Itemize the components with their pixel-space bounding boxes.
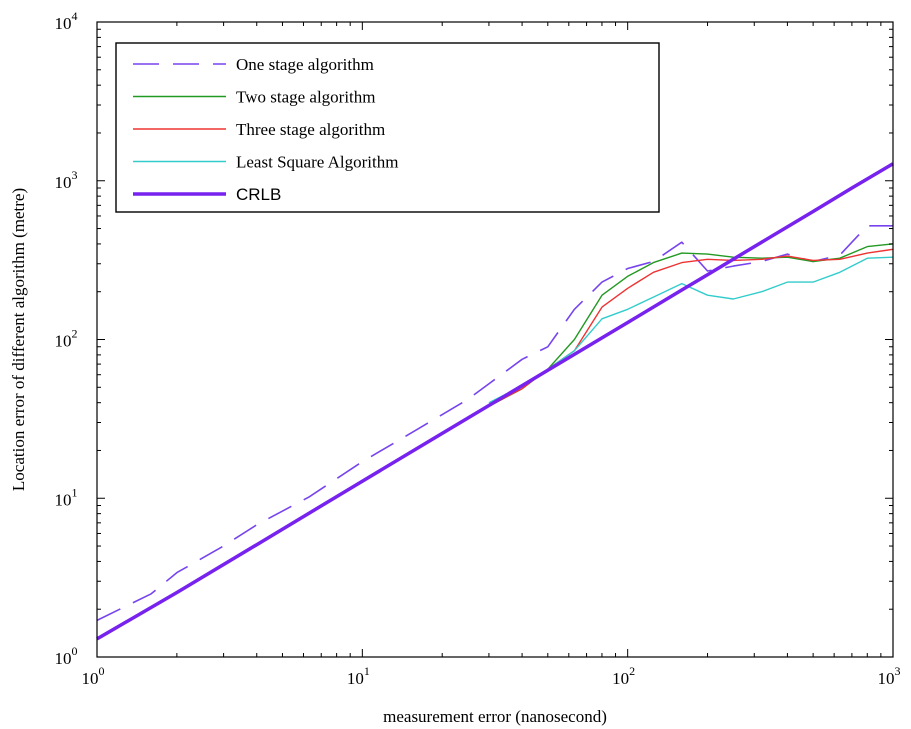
legend-item-crlb: CRLB — [133, 185, 281, 204]
series-line-two-stage-algorithm — [488, 243, 894, 407]
series-line-least-square-algorithm — [488, 256, 894, 404]
legend-item-two-stage-algorithm: Two stage algorithm — [133, 88, 376, 107]
tick-labels-layer: 100 101 102 103 100 101 102 103 104 — [55, 9, 901, 688]
y-tick-label: 103 — [55, 168, 78, 192]
series-line-three-stage-algorithm — [488, 248, 894, 407]
series-line-crlb — [96, 162, 894, 641]
x-axis-label: measurement error (nanosecond) — [383, 707, 607, 726]
legend-label: Least Square Algorithm — [236, 153, 398, 172]
legend-item-one-stage-algorithm: One stage algorithm — [133, 55, 374, 74]
x-tick-label: 100 — [82, 664, 105, 688]
y-axis-label: Location error of different algorithm (m… — [9, 188, 28, 491]
y-tick-label: 104 — [55, 9, 78, 33]
ticks-layer — [96, 22, 893, 658]
y-tick-label: 100 — [55, 644, 78, 668]
x-tick-label: 102 — [612, 664, 635, 688]
legend-label: One stage algorithm — [236, 55, 374, 74]
legend-item-three-stage-algorithm: Three stage algorithm — [133, 120, 385, 139]
series-layer — [96, 162, 894, 641]
x-tick-label: 103 — [878, 664, 901, 688]
y-tick-label: 102 — [55, 327, 78, 351]
series-line-one-stage-algorithm — [96, 225, 893, 622]
legend-label: Three stage algorithm — [236, 120, 385, 139]
legend-box — [115, 42, 660, 213]
legend-label: Two stage algorithm — [236, 88, 376, 107]
legend: One stage algorithm Two stage algorithm Th… — [115, 42, 660, 213]
x-tick-label: 101 — [347, 664, 370, 688]
legend-label: CRLB — [236, 185, 281, 204]
legend-items: One stage algorithm Two stage algorithm Th… — [133, 55, 398, 204]
legend-item-least-square-algorithm: Least Square Algorithm — [133, 153, 398, 172]
y-tick-label: 101 — [55, 485, 78, 509]
